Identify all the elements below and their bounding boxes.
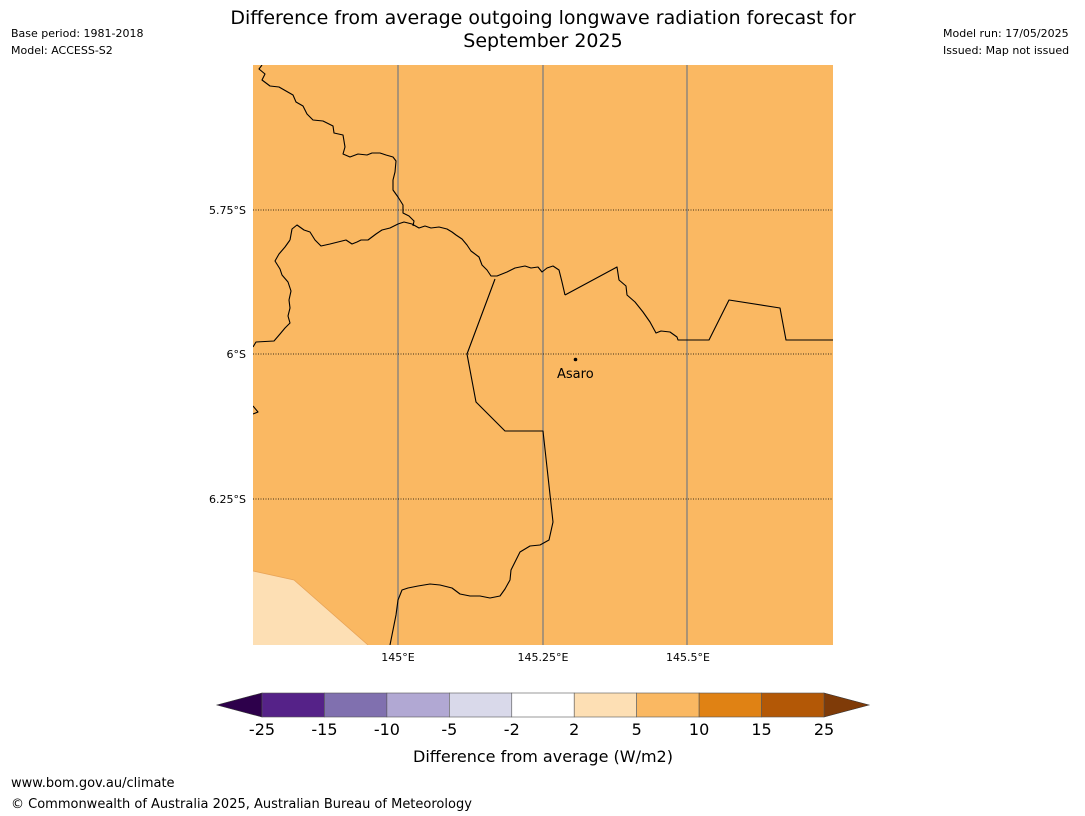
boundary-line [289, 221, 566, 296]
model-run-text: Model run: 17/05/2025 [943, 27, 1069, 40]
boundary-line [564, 266, 833, 341]
colorbar-tick-label: 15 [751, 720, 771, 739]
colorbar-segment [511, 692, 575, 718]
footer-url: www.bom.gov.au/climate [11, 776, 175, 791]
title-line-2: September 2025 [463, 30, 623, 52]
colorbar-segment [449, 692, 513, 718]
colorbar-tick-label: 10 [689, 720, 709, 739]
lat-label: 5.75°S [209, 204, 246, 217]
meta-right-info: Model run: 17/05/2025 Issued: Map not is… [943, 25, 1069, 59]
lat-label: 6.25°S [209, 493, 246, 506]
colorbar-under-arrow [215, 692, 263, 718]
colorbar-tick-label: -15 [311, 720, 337, 739]
colorbar-tick-label: -5 [441, 720, 457, 739]
lat-label: 6°S [227, 348, 246, 361]
issued-text: Issued: Map not issued [943, 44, 1070, 57]
footer-copyright: © Commonwealth of Australia 2025, Austra… [11, 797, 472, 812]
colorbar-over-arrow [823, 692, 871, 718]
colorbar-tick-label: 25 [814, 720, 834, 739]
map-panel: Asaro 5.75°S 6°S 6.25°S 145°E 145.25°E 1… [209, 65, 833, 664]
colorbar-segment [324, 692, 388, 718]
colorbar-segment [573, 692, 637, 718]
colorbar-tick-label: 2 [569, 720, 579, 739]
lon-label: 145.25°E [518, 651, 569, 664]
footer: www.bom.gov.au/climate © Commonwealth of… [11, 773, 472, 815]
low-anomaly-boundary [253, 570, 369, 645]
lon-label: 145°E [381, 651, 414, 664]
colorbar-segment [386, 692, 450, 718]
asaro-label: Asaro [557, 367, 594, 382]
low-anomaly-region [253, 571, 368, 645]
colorbar-label: Difference from average (W/m2) [413, 747, 673, 766]
boundary-line [389, 278, 554, 645]
colorbar-segment [698, 692, 762, 718]
asaro-marker [573, 357, 578, 362]
colorbar-segment [761, 692, 825, 718]
colorbar-segment [261, 692, 325, 718]
colorbar-segment [636, 692, 700, 718]
colorbar-tick-label: -10 [374, 720, 400, 739]
boundary-line [253, 405, 259, 415]
colorbar-tick-label: -25 [249, 720, 275, 739]
colorbar-tick-label: -2 [504, 720, 520, 739]
meta-left-info: Base period: 1981-2018 Model: ACCESS-S2 [11, 25, 143, 59]
map-title: Difference from average outgoing longwav… [150, 7, 936, 53]
model-text: Model: ACCESS-S2 [11, 44, 113, 57]
title-line-1: Difference from average outgoing longwav… [230, 7, 856, 29]
colorbar-tick-label: 5 [632, 720, 642, 739]
base-period-text: Base period: 1981-2018 [11, 27, 144, 40]
lon-label: 145.5°E [666, 651, 710, 664]
boundary-line [253, 239, 292, 348]
boundary-line [258, 65, 415, 227]
